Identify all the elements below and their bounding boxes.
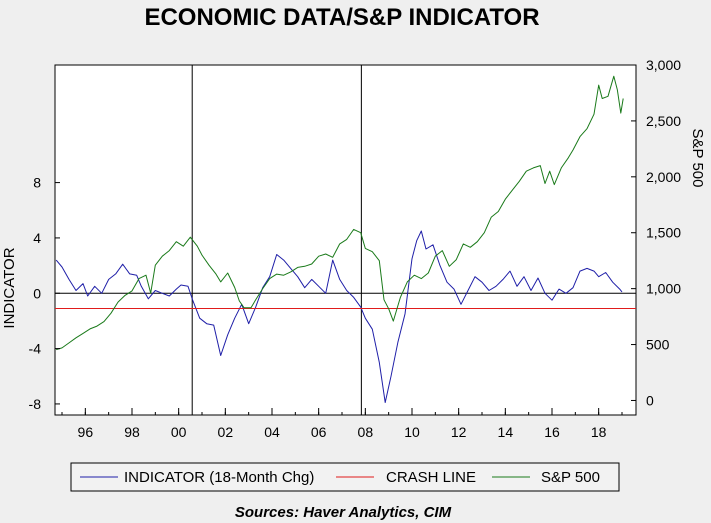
x-tick-label: 00 — [171, 424, 187, 440]
x-tick-label: 14 — [498, 424, 514, 440]
y-axis-label-left: INDICATOR — [1, 247, 18, 328]
y-right-tick-label: 1,000 — [646, 281, 681, 297]
x-tick-label: 06 — [311, 424, 327, 440]
chart-marks: 96 98 00 02 04 06 08 10 12 14 16 18 8 4 0 -4 -8 0 500 1,000… — [29, 57, 682, 440]
source-note: Sources: Haver Analytics, CIM — [235, 504, 452, 521]
x-tick-label: 98 — [124, 424, 140, 440]
y-right-tick-label: 500 — [646, 337, 670, 353]
chart-title: ECONOMIC DATA/S&P INDICATOR — [144, 4, 539, 31]
x-tick-label: 08 — [358, 424, 374, 440]
y-right-tick-label: 0 — [646, 392, 654, 408]
y-right-tick-label: 2,000 — [646, 169, 681, 185]
legend: INDICATOR (18-Month Chg) CRASH LINE S&P … — [70, 462, 620, 492]
series-sp500-line — [56, 75, 624, 351]
series-indicator-line — [55, 230, 623, 403]
legend-label-sp500: S&P 500 — [541, 469, 600, 486]
x-tick-label: 02 — [218, 424, 234, 440]
y-axis-label-right: S&P 500 — [689, 129, 706, 188]
y-left-tick-label: -8 — [29, 396, 42, 412]
x-tick-label: 12 — [451, 424, 467, 440]
x-tick-label: 96 — [78, 424, 94, 440]
y-right-tick-label: 3,000 — [646, 57, 681, 73]
legend-label-crash-line: CRASH LINE — [386, 469, 476, 486]
y-left-tick-label: 8 — [33, 175, 41, 191]
y-right-tick-label: 1,500 — [646, 225, 681, 241]
x-tick-label: 18 — [591, 424, 607, 440]
y-right-tick-label: 2,500 — [646, 113, 681, 129]
y-left-tick-label: 0 — [33, 285, 41, 301]
x-tick-label: 04 — [264, 424, 280, 440]
x-tick-label: 10 — [404, 424, 420, 440]
legend-label-indicator: INDICATOR (18-Month Chg) — [124, 469, 314, 486]
x-tick-label: 16 — [544, 424, 560, 440]
y-left-tick-label: -4 — [29, 341, 42, 357]
y-left-tick-label: 4 — [33, 230, 41, 246]
